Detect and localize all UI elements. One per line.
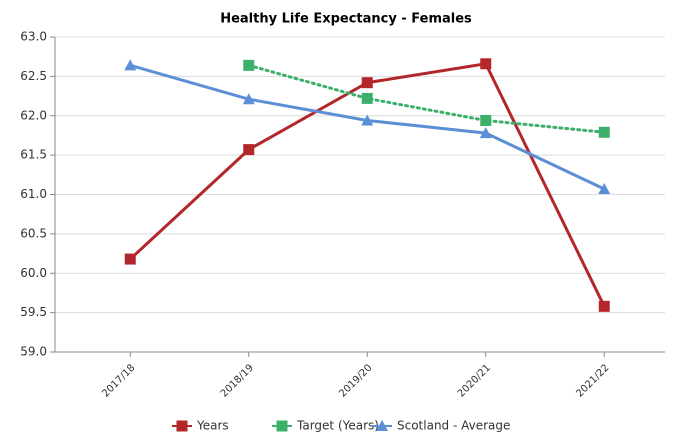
marker: [480, 58, 492, 70]
marker: [598, 126, 610, 138]
chart-title: Healthy Life Expectancy - Females: [220, 12, 472, 27]
y-tick-label: 60.0: [20, 266, 47, 280]
marker: [124, 253, 136, 265]
x-tick-label: 2018/19: [219, 362, 256, 399]
marker: [124, 59, 137, 71]
marker: [598, 182, 611, 194]
y-tick-label: 60.5: [20, 226, 47, 240]
marker: [243, 59, 255, 71]
legend-label: Target (Years): [296, 419, 379, 432]
marker: [598, 300, 610, 312]
y-tick-label: 61.5: [20, 148, 47, 162]
y-tick-label: 62.5: [20, 69, 47, 83]
marker: [176, 420, 188, 432]
marker: [480, 114, 492, 126]
marker: [361, 92, 373, 104]
marker: [479, 127, 492, 139]
y-tick-label: 61.0: [20, 187, 47, 201]
y-tick-label: 59.5: [20, 305, 47, 319]
marker: [361, 77, 373, 89]
marker: [276, 420, 288, 432]
series-line: [247, 63, 606, 134]
legend-label: Scotland - Average: [397, 419, 510, 432]
y-tick-label: 59.0: [20, 345, 47, 359]
y-tick-label: 63.0: [20, 30, 47, 44]
legend-label: Years: [196, 419, 229, 432]
marker: [243, 144, 255, 156]
y-tick-label: 62.0: [20, 108, 47, 122]
marker: [242, 93, 255, 105]
x-tick-label: 2017/18: [100, 362, 137, 399]
x-tick-label: 2019/20: [337, 362, 374, 399]
x-tick-label: 2020/21: [456, 362, 493, 399]
marker: [361, 114, 374, 126]
x-tick-label: 2021/22: [574, 362, 611, 399]
marker: [376, 420, 388, 431]
